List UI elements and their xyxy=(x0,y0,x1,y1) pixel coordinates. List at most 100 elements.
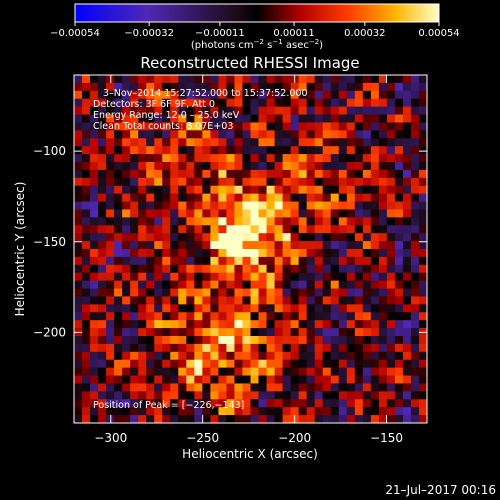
heatmap-cell xyxy=(322,90,332,100)
heatmap-cell xyxy=(274,233,284,242)
heatmap-cell xyxy=(290,241,300,250)
heatmap-cell xyxy=(370,288,380,298)
heatmap-cell xyxy=(338,106,348,116)
heatmap-cell xyxy=(82,288,91,298)
heatmap-cell xyxy=(282,264,292,274)
heatmap-cell xyxy=(314,367,324,377)
heatmap-cell xyxy=(210,272,220,282)
heatmap-cell xyxy=(410,288,420,298)
heatmap-cell xyxy=(266,75,276,84)
heatmap-cell xyxy=(338,169,348,179)
heatmap-cell xyxy=(354,146,364,155)
heatmap-cell xyxy=(178,383,187,392)
heatmap-cell xyxy=(242,241,252,250)
heatmap-cell xyxy=(194,98,203,108)
heatmap-cell xyxy=(338,217,348,226)
heatmap-cell xyxy=(138,209,147,218)
heatmap-cell xyxy=(394,114,404,124)
heatmap-cell xyxy=(138,272,147,282)
heatmap-cell xyxy=(290,288,300,298)
heatmap-cell xyxy=(298,391,308,400)
heatmap-cell xyxy=(386,288,396,298)
heatmap-cell xyxy=(274,391,284,400)
clean-label: Clean Total counts: 8.07E+03 xyxy=(93,121,233,132)
heatmap-cell xyxy=(74,146,83,155)
heatmap-cell xyxy=(386,146,396,155)
heatmap-cell xyxy=(74,201,83,211)
heatmap-cell xyxy=(74,375,83,385)
heatmap-cell xyxy=(338,320,348,329)
heatmap-cell xyxy=(418,367,427,377)
heatmap-cell xyxy=(122,375,131,385)
heatmap-cell xyxy=(194,383,203,392)
heatmap-cell xyxy=(282,304,292,313)
heatmap-cell xyxy=(250,162,260,171)
heatmap-cell xyxy=(218,122,228,131)
heatmap-cell xyxy=(250,241,260,250)
heatmap-cell xyxy=(394,256,404,266)
heatmap-cell xyxy=(130,154,139,163)
heatmap-cell xyxy=(362,75,372,84)
heatmap-cell xyxy=(210,177,220,187)
heatmap-cell xyxy=(138,169,147,179)
heatmap-cell xyxy=(130,383,139,392)
heatmap-cell xyxy=(146,383,155,392)
heatmap-cell xyxy=(386,75,396,84)
heatmap-cell xyxy=(378,122,388,131)
heatmap-cell xyxy=(210,130,220,139)
heatmap-cell xyxy=(138,106,147,116)
heatmap-cell xyxy=(266,343,276,353)
heatmap-cell xyxy=(386,122,396,131)
heatmap-cell xyxy=(146,154,155,163)
heatmap-cell xyxy=(306,415,316,423)
heatmap-cell xyxy=(378,233,388,242)
heatmap-cell xyxy=(186,375,195,385)
heatmap-cell xyxy=(370,383,380,392)
heatmap-cell xyxy=(178,169,187,179)
heatmap-cell xyxy=(130,264,139,274)
heatmap-cell xyxy=(290,201,300,211)
heatmap-cell xyxy=(274,209,284,218)
heatmap-cell xyxy=(130,249,139,258)
heatmap-cell xyxy=(162,351,171,361)
heatmap-cell xyxy=(170,185,179,195)
heatmap-cell xyxy=(154,130,163,139)
heatmap-cell xyxy=(354,359,364,369)
heatmap-cell xyxy=(234,288,244,298)
heatmap-cell xyxy=(106,383,115,392)
heatmap-cell xyxy=(242,351,252,361)
heatmap-cell xyxy=(266,249,276,258)
heatmap-cell xyxy=(306,391,316,400)
heatmap-cell xyxy=(106,90,115,100)
heatmap-cell xyxy=(314,75,324,84)
heatmap-cell xyxy=(394,130,404,139)
heatmap-cell xyxy=(410,280,420,290)
heatmap-cell xyxy=(178,233,187,242)
heatmap-cell xyxy=(386,407,396,416)
heatmap-cell xyxy=(242,90,252,100)
heatmap-cell xyxy=(218,138,228,147)
heatmap-cell xyxy=(282,343,292,353)
heatmap-cell xyxy=(82,280,91,290)
heatmap-cell xyxy=(74,122,83,131)
heatmap-cell xyxy=(122,359,131,369)
heatmap-cell xyxy=(394,233,404,242)
heatmap-cell xyxy=(370,249,380,258)
heatmap-cell xyxy=(410,320,420,329)
heatmap-cell xyxy=(362,407,372,416)
heatmap-cell xyxy=(266,367,276,377)
heatmap-cell xyxy=(370,415,380,423)
heatmap-cell xyxy=(218,288,228,298)
heatmap-cell xyxy=(138,185,147,195)
heatmap-cell xyxy=(394,106,404,116)
heatmap-cell xyxy=(314,114,324,124)
heatmap-cell xyxy=(218,312,228,321)
heatmap-cell xyxy=(370,122,380,131)
heatmap-cell xyxy=(226,90,236,100)
heatmap-cell xyxy=(226,264,236,274)
heatmap-cell xyxy=(354,296,364,305)
heatmap-cell xyxy=(202,177,211,187)
heatmap-cell xyxy=(378,359,388,369)
heatmap-cell xyxy=(114,296,123,305)
heatmap-cell xyxy=(194,233,203,242)
